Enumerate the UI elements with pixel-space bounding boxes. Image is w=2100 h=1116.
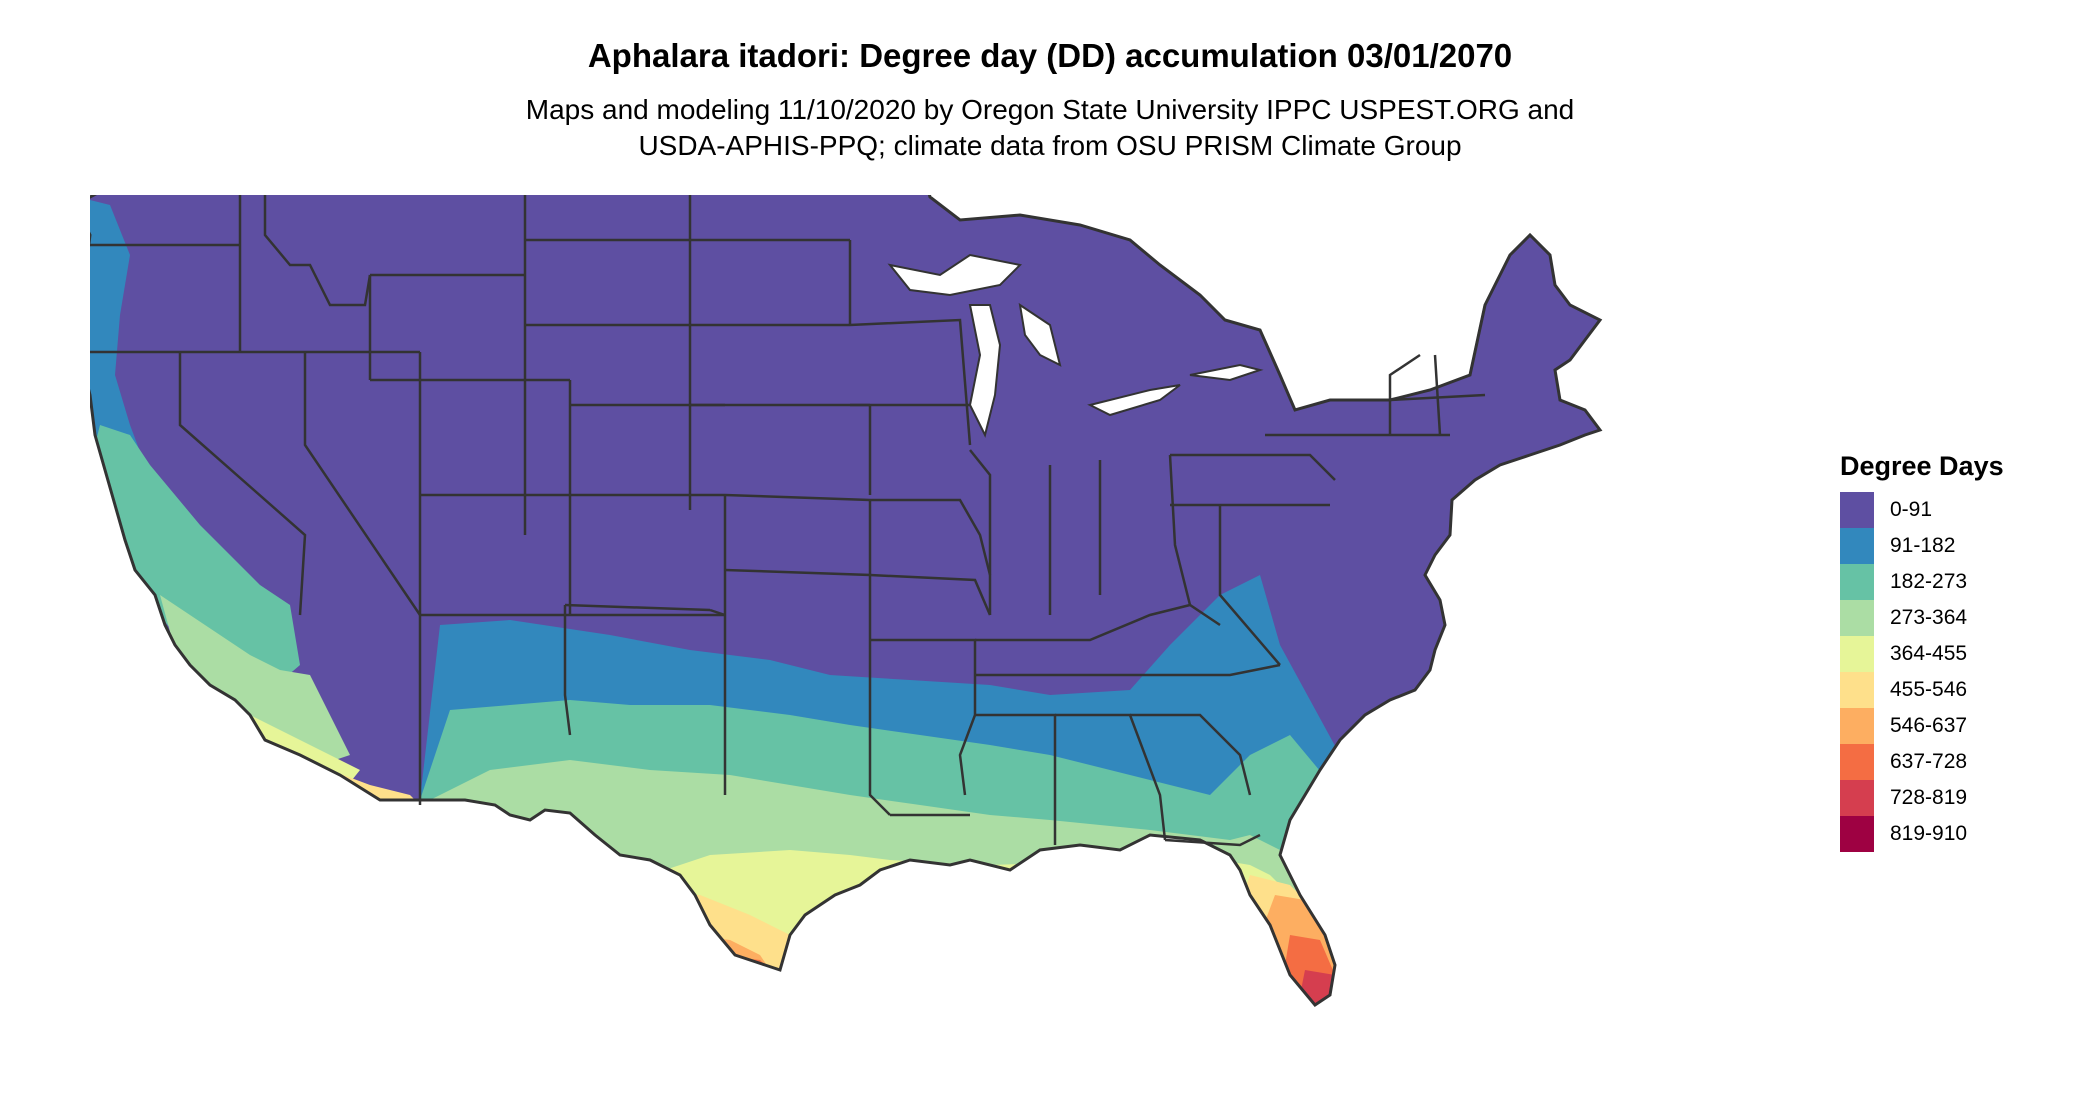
map-svg — [90, 195, 1602, 1007]
legend-swatch — [1840, 708, 1874, 744]
legend-swatch — [1840, 528, 1874, 564]
legend-label: 0-91 — [1890, 498, 1933, 521]
band-728-819-fl — [1290, 970, 1340, 1005]
legend-item: 0-91 — [1840, 492, 2080, 528]
legend: Degree Days 0-91 91-182 182-273 273-364 364-… — [1840, 450, 2080, 852]
legend-swatch — [1840, 564, 1874, 600]
legend-item: 728-819 — [1840, 780, 2080, 816]
us-degree-day-map — [90, 195, 1810, 1105]
state-borders — [90, 195, 1487, 847]
map-title: Aphalara itadori: Degree day (DD) accumu… — [587, 37, 1513, 74]
legend-label: 819-910 — [1890, 822, 1968, 845]
legend-swatch — [1840, 744, 1874, 780]
legend-label: 455-546 — [1890, 678, 1968, 701]
band-182-273-west — [90, 425, 300, 695]
legend-item: 455-546 — [1840, 672, 2080, 708]
great-lakes — [887, 253, 1264, 438]
map-header: Aphalara itadori: Degree day (DD) accumu… — [0, 36, 2100, 164]
subtitle-line-1: Maps and modeling 11/10/2020 by Oregon S… — [525, 94, 1575, 125]
legend-title: Degree Days — [1840, 451, 2004, 481]
legend-item: 91-182 — [1840, 528, 2080, 564]
legend-item: 546-637 — [1840, 708, 2080, 744]
map-subtitle: Maps and modeling 11/10/2020 by Oregon S… — [0, 92, 2100, 164]
legend-label: 728-819 — [1890, 786, 1968, 809]
legend-label: 364-455 — [1890, 642, 1968, 665]
degree-day-bands — [90, 195, 1600, 1005]
band-637-728-fl — [1280, 935, 1390, 1005]
legend-label: 546-637 — [1890, 714, 1968, 737]
subtitle-line-2: USDA-APHIS-PPQ; climate data from OSU PR… — [638, 130, 1462, 161]
legend-swatch — [1840, 780, 1874, 816]
legend-swatch — [1840, 672, 1874, 708]
band-0-91 — [90, 195, 1600, 1005]
band-91-182-west — [90, 195, 145, 495]
legend-label: 91-182 — [1890, 534, 1956, 557]
legend-label: 273-364 — [1890, 606, 1968, 629]
band-273-364-west — [160, 595, 350, 765]
legend-item: 819-910 — [1840, 816, 2080, 852]
legend-swatch — [1840, 600, 1874, 636]
legend-swatch — [1840, 816, 1874, 852]
legend-item: 637-728 — [1840, 744, 2080, 780]
legend-swatch — [1840, 636, 1874, 672]
legend-label: 182-273 — [1890, 570, 1968, 593]
legend-swatch — [1840, 492, 1874, 528]
legend-label: 637-728 — [1890, 750, 1968, 773]
legend-item: 273-364 — [1840, 600, 2080, 636]
legend-item: 364-455 — [1840, 636, 2080, 672]
legend-items: 0-91 91-182 182-273 273-364 364-455 455-546 54… — [1840, 492, 2080, 852]
legend-item: 182-273 — [1840, 564, 2080, 600]
